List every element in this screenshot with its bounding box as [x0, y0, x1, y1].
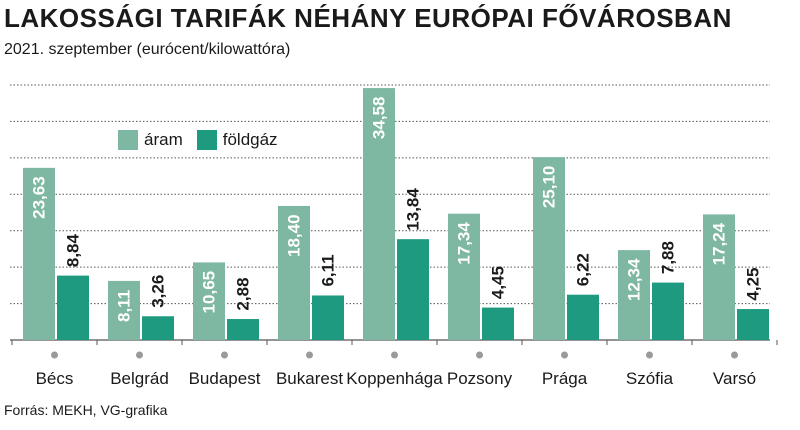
data-label: 4,45 [489, 266, 508, 299]
category-dot [646, 351, 653, 359]
category-label: Pozsony [447, 369, 513, 388]
bar-foldgaz [227, 319, 259, 340]
chart-subtitle: 2021. szeptember (eurócent/kilowattóra) [4, 41, 291, 58]
legend-swatch-aram [118, 130, 138, 150]
legend-item-aram: áram [118, 130, 183, 150]
legend-swatch-foldgaz [196, 130, 217, 150]
category-label: Varsó [713, 369, 756, 388]
data-label: 10,65 [200, 271, 219, 314]
category-dot [561, 351, 568, 359]
bar-foldgaz [142, 316, 174, 340]
category-label: Koppenhága [346, 369, 443, 388]
category-label: Prága [542, 369, 588, 388]
category-dot [476, 351, 483, 359]
bar-aram [23, 167, 55, 340]
bar-aram [193, 262, 225, 340]
data-label: 25,10 [540, 166, 559, 209]
bar-aram [703, 214, 735, 340]
bar-aram [278, 205, 310, 340]
data-label: 18,40 [285, 214, 304, 257]
bar-aram [618, 250, 650, 340]
legend-label-foldgaz: földgáz [222, 130, 278, 149]
category-dot [391, 351, 398, 359]
category-label: Bukarest [276, 369, 343, 388]
data-label: 6,11 [319, 254, 338, 286]
bar-foldgaz [737, 309, 769, 340]
bar-foldgaz [312, 295, 344, 340]
data-label: 8,11 [115, 290, 134, 322]
category-label: Szófia [626, 369, 674, 388]
data-label: 13,84 [404, 188, 423, 231]
category-dot [136, 351, 143, 359]
data-label: 8,84 [64, 234, 83, 268]
data-label: 4,25 [744, 267, 763, 300]
category-dot [731, 351, 738, 359]
bar-aram [363, 88, 395, 340]
data-label: 17,34 [455, 222, 474, 265]
category-dot [51, 351, 58, 359]
data-label: 12,34 [625, 258, 644, 301]
bar-foldgaz [652, 282, 684, 340]
bar-chart: 23,63 8,84 Bécs 8,11 3,26 Belgrád 10,65 2,88 Bud… [10, 84, 778, 388]
bar-foldgaz [482, 307, 514, 340]
data-label: 17,24 [710, 222, 729, 265]
bar-foldgaz [57, 275, 89, 340]
bar-aram [448, 213, 480, 340]
category-dot [221, 351, 228, 359]
bar-aram [533, 157, 565, 340]
chart-title: LAKOSSÁGI TARIFÁK NÉHÁNY EURÓPAI FŐVÁROS… [4, 3, 732, 33]
chart-legend: áram földgáz [118, 130, 292, 150]
category-label: Budapest [189, 369, 261, 388]
data-label: 6,22 [574, 253, 593, 286]
bar-foldgaz [397, 239, 429, 340]
bar-aram [108, 280, 140, 340]
data-label: 23,63 [30, 176, 49, 219]
data-label: 3,26 [149, 275, 168, 308]
bar-foldgaz [567, 294, 599, 340]
legend-item-foldgaz: földgáz [196, 130, 278, 150]
data-label: 34,58 [370, 97, 389, 140]
data-label: 7,88 [659, 241, 678, 274]
source-note: Forrás: MEKH, VG-grafika [4, 402, 168, 418]
category-label: Belgrád [110, 369, 169, 388]
category-dot [306, 351, 313, 359]
legend-label-aram: áram [144, 130, 183, 149]
category-label: Bécs [36, 369, 74, 388]
data-label: 2,88 [234, 277, 253, 310]
